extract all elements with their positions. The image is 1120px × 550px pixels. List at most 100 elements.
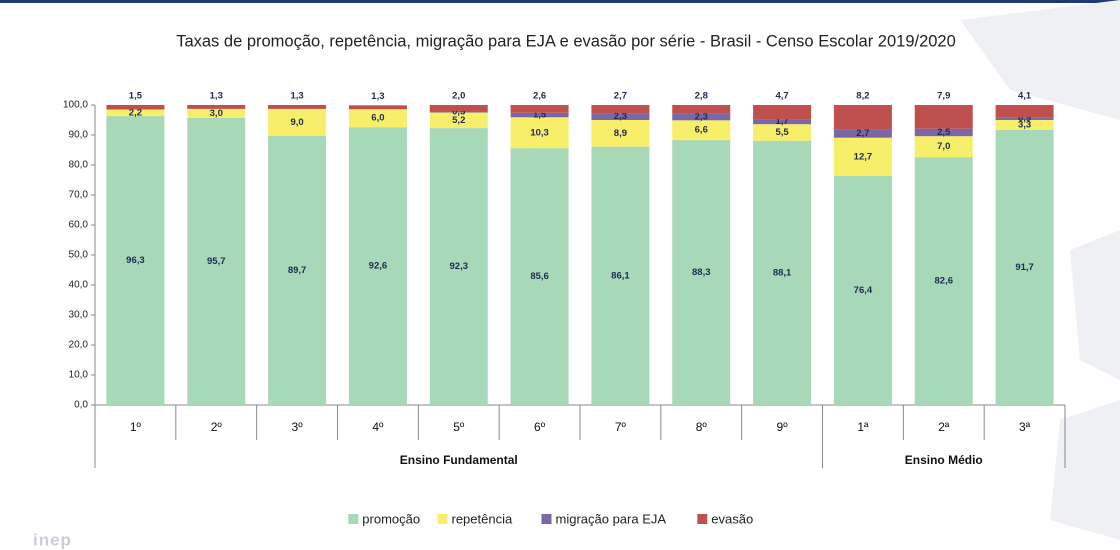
data-label: 2,3 [695,111,708,122]
data-label: 3,3 [1018,119,1031,130]
bar-segment [833,137,892,176]
data-label: 2,5 [937,127,951,138]
legend-label: promoção [362,511,420,526]
x-tick-label: 5º [453,420,465,434]
y-tick-label: 80,0 [69,160,89,171]
data-label: 8,2 [856,91,869,102]
data-label: 6,0 [371,113,384,124]
logo: inep [33,530,72,549]
y-tick-label: 0,0 [74,400,88,411]
data-label: 8,9 [614,128,627,139]
x-tick-label: 9º [777,420,789,434]
chart-title: Taxas de promoção, repetência, migração … [176,32,956,50]
legend-swatch [541,514,552,524]
data-label: 4,7 [775,91,788,102]
y-tick-label: 10,0 [69,370,89,381]
data-label: 5,2 [452,115,465,126]
data-label: 0,9 [1018,113,1031,124]
bar-segment [914,128,973,137]
data-label: 5,5 [775,127,789,138]
bar-segment [510,105,569,113]
bar-segment [914,105,973,129]
bar-segment [510,117,569,149]
data-label: 88,1 [773,267,792,278]
bar-segment [753,124,812,141]
bar-segment [268,108,327,136]
data-label: 0,5 [452,106,466,117]
y-tick-label: 50,0 [69,250,89,261]
bar-segment [268,135,327,405]
data-label: 1,3 [290,91,303,102]
bar-segment [995,120,1054,130]
bar-segment [672,140,731,405]
data-label: 96,3 [126,255,145,266]
bar-segment [187,105,246,109]
legend-label: repetência [452,511,513,526]
data-label: 95,7 [207,256,226,267]
bar-segment [833,129,892,138]
data-label: 4,1 [1018,91,1032,102]
bar-segment [914,157,973,405]
data-label: 6,6 [695,125,708,136]
data-label: 7,0 [937,141,950,152]
legend-swatch [437,514,448,524]
x-tick-label: 3ª [1019,420,1031,434]
bar-segment [591,105,650,114]
bar-segment [429,111,488,113]
x-tick-label: 1º [130,420,142,434]
data-label: 88,3 [692,267,711,278]
x-tick-label: 6º [534,420,546,434]
bar-segment [106,105,165,110]
data-label: 2,8 [695,91,708,102]
data-label: 2,3 [614,111,627,122]
data-label: 86,1 [611,270,630,281]
y-tick-label: 30,0 [69,310,89,321]
y-tick-label: 70,0 [69,190,89,201]
data-label: 2,0 [452,91,465,102]
y-tick-label: 100,0 [63,100,88,111]
data-label: 2,7 [856,128,869,139]
data-label: 3,0 [210,108,223,119]
bar-segment [591,146,650,405]
bar-segment [995,105,1054,118]
x-tick-label: 2º [211,420,223,434]
data-label: 10,3 [530,127,549,138]
bar-segment [672,113,731,121]
y-tick-label: 90,0 [69,130,89,141]
bar-segment [510,148,569,405]
bar-segment [995,129,1054,405]
bar-segment [914,136,973,158]
top-border [0,0,1120,3]
bar-segment [348,127,407,405]
legend-label: evasão [711,511,753,526]
data-label: 91,7 [1015,262,1034,273]
data-label: 1,3 [210,91,223,102]
group-label: Ensino Fundamental [400,453,518,467]
y-tick-label: 40,0 [69,280,89,291]
data-label: 92,3 [450,261,469,272]
data-label: 1,5 [129,91,143,102]
bar-segment [106,109,165,117]
legend-swatch [697,514,708,524]
data-label: 1,5 [533,110,547,121]
bar-segment [268,105,327,109]
bar-segment [753,119,812,125]
bar-segment [187,117,246,406]
data-label: 2,6 [533,91,546,102]
bar-segment [429,105,488,111]
y-tick-label: 60,0 [69,220,89,231]
bar-segment [833,175,892,405]
group-label: Ensino Médio [905,453,983,467]
bar-segment [106,116,165,405]
y-tick-label: 20,0 [69,340,89,351]
x-tick-label: 7º [615,420,627,434]
background-shapes [960,0,1120,540]
bar-segment [672,120,731,141]
bar-segment [591,113,650,120]
bar-segment [187,108,246,118]
bar-segment [429,128,488,405]
x-tick-label: 8º [696,420,708,434]
x-tick-label: 1ª [857,420,869,434]
legend-swatch [348,514,359,524]
